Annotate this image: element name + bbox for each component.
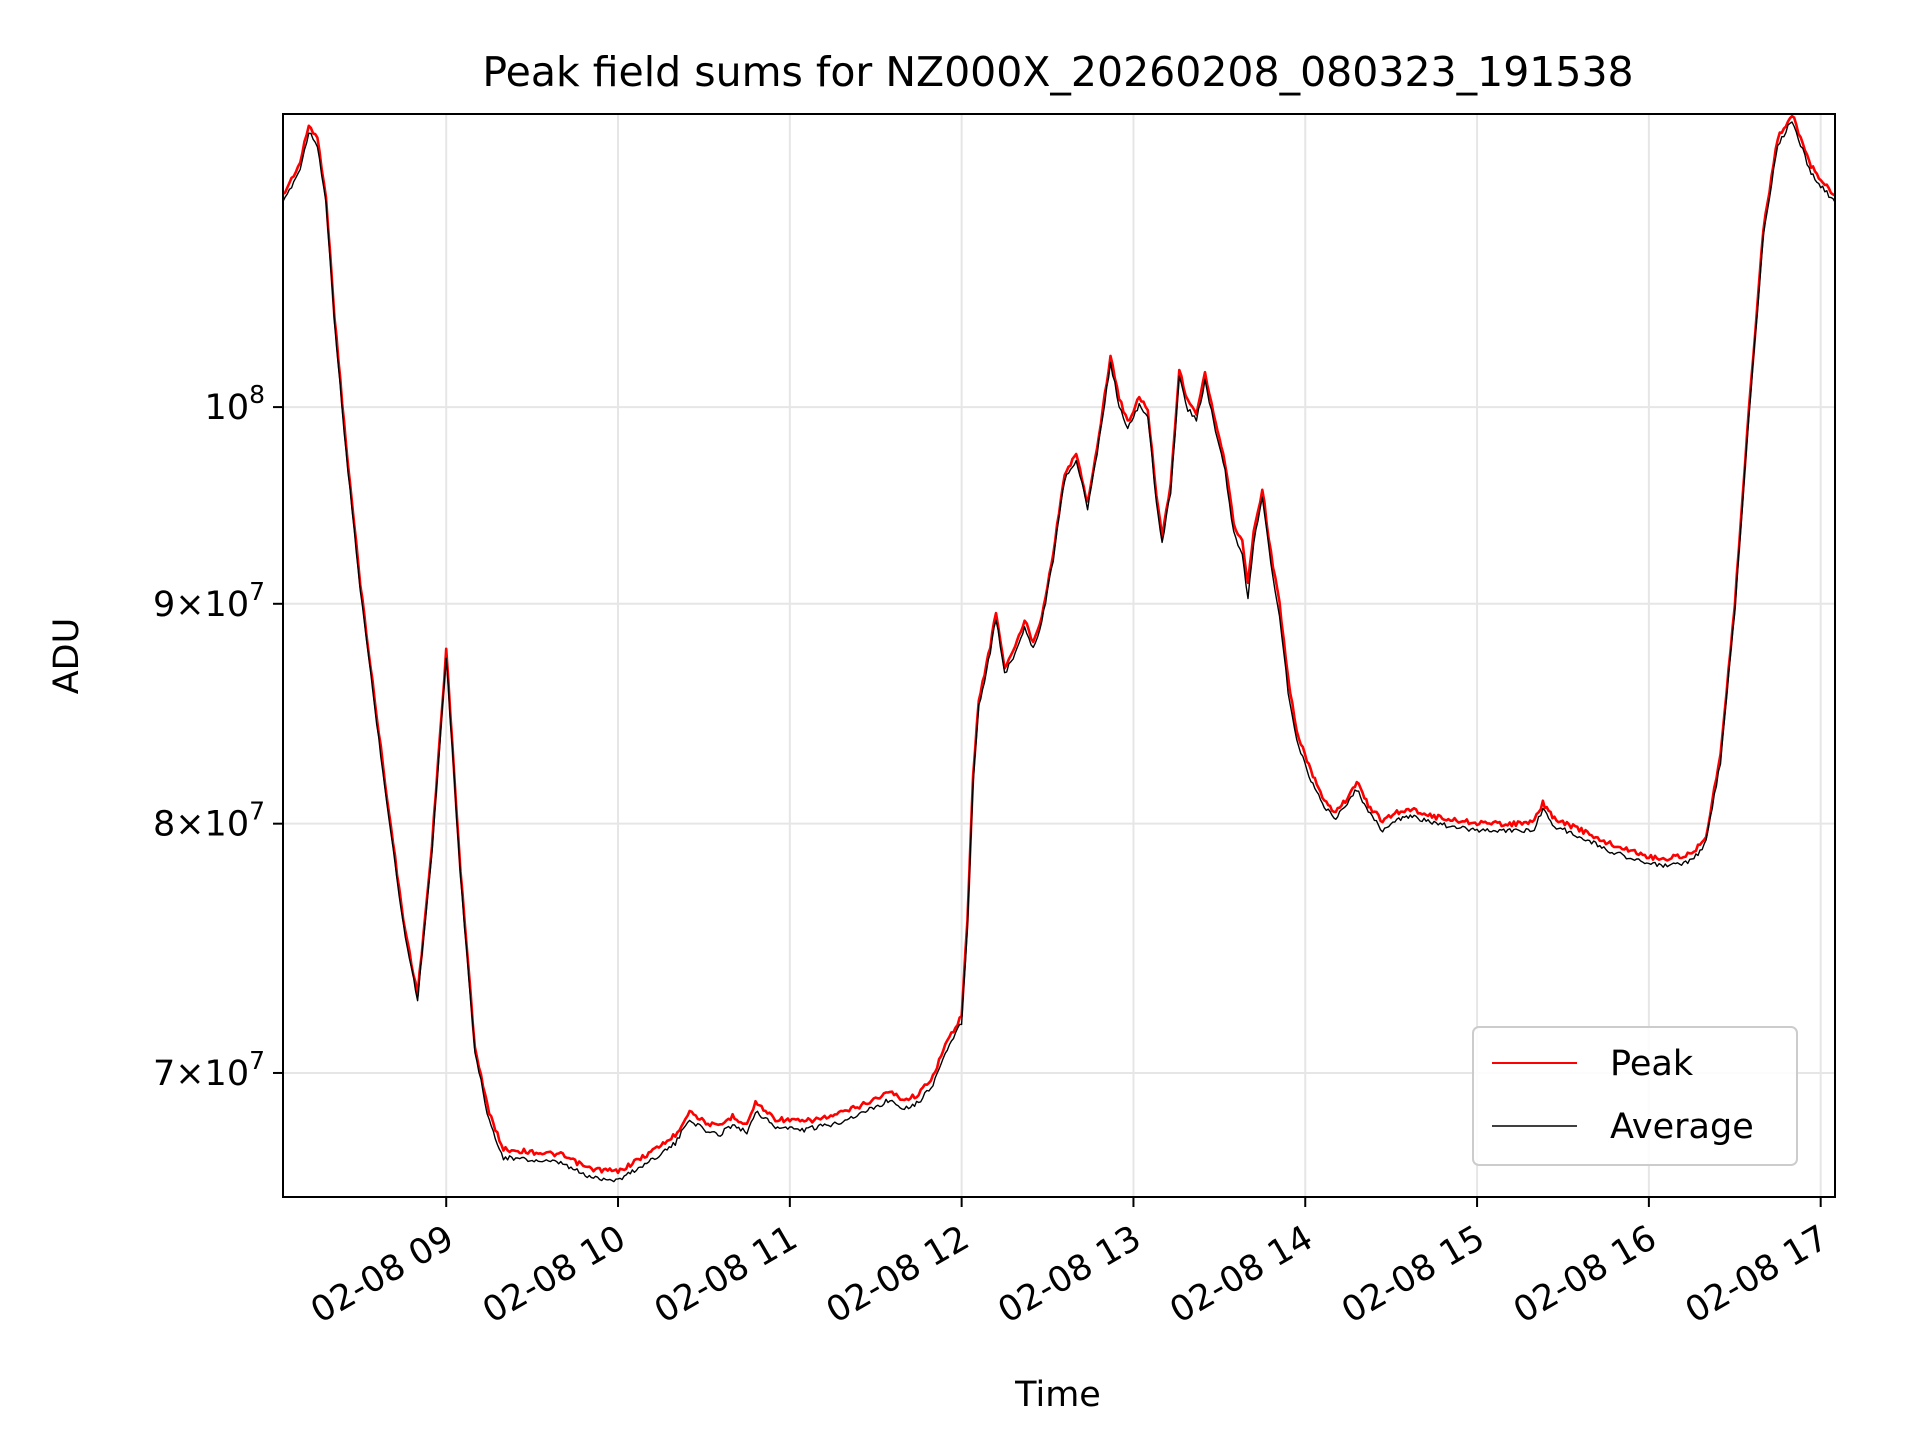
y-tick-label: 7×107 [153, 1046, 265, 1094]
legend-label-average: Average [1610, 1107, 1754, 1147]
y-tick-label: 9×107 [153, 577, 265, 625]
y-tick-base: ×10 [175, 585, 249, 625]
y-tick-exponent: 8 [249, 380, 265, 409]
y-tick-label: 108 [205, 380, 265, 428]
legend: Peak Average [1472, 1026, 1798, 1166]
legend-box [1472, 1026, 1798, 1166]
y-tick-mantissa: 7 [153, 1054, 175, 1094]
legend-label-peak: Peak [1610, 1044, 1694, 1084]
x-axis-label: Time [1014, 1375, 1101, 1415]
chart-title: Peak field sums for NZ000X_20260208_0803… [482, 48, 1633, 96]
y-tick-mantissa: 9 [153, 585, 175, 625]
plot-area-frame [282, 113, 1836, 1198]
y-tick-base: ×10 [175, 805, 249, 845]
y-tick-exponent: 7 [249, 1046, 265, 1075]
y-tick-base: ×10 [175, 1054, 249, 1094]
y-tick-base: 10 [205, 388, 250, 428]
y-tick-label: 8×107 [153, 797, 265, 845]
data-series [283, 114, 1835, 1183]
y-tick-mantissa: 8 [153, 805, 175, 845]
series-line-average [283, 121, 1835, 1183]
y-tick-exponent: 7 [249, 797, 265, 826]
y-axis-label: ADU [47, 618, 87, 695]
y-tick-exponent: 7 [249, 577, 265, 606]
